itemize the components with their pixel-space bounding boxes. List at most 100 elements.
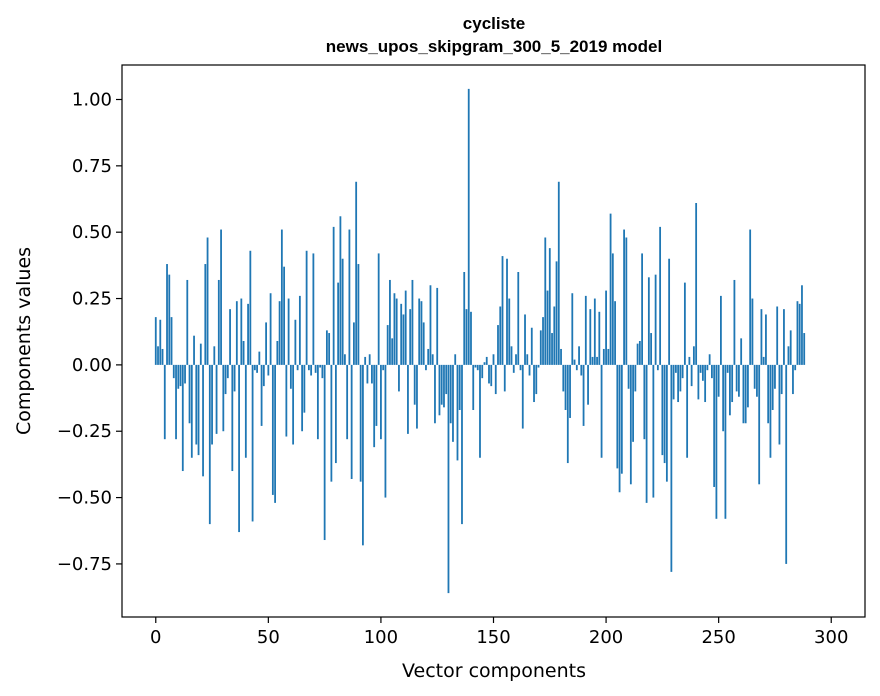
bar-180 <box>560 348 562 365</box>
bar-51 <box>269 293 272 365</box>
bar-189 <box>580 364 583 376</box>
bar-281 <box>787 346 790 365</box>
bar-246 <box>708 354 711 365</box>
bar-76 <box>325 330 328 365</box>
bar-265 <box>751 298 754 365</box>
bar-156 <box>506 258 508 365</box>
bar-49 <box>265 322 267 365</box>
bar-151 <box>494 364 497 395</box>
bar-98 <box>375 364 378 426</box>
bar-19 <box>197 364 200 456</box>
bar-227 <box>665 364 668 482</box>
bar-273 <box>769 364 772 458</box>
chart-title-line2: news_upos_skipgram_300_5_2019 model <box>326 37 662 56</box>
bar-208 <box>623 229 625 365</box>
bar-59 <box>287 298 290 365</box>
bar-30 <box>222 364 225 432</box>
bar-202 <box>609 213 612 365</box>
bar-148 <box>488 364 490 384</box>
bar-16 <box>190 364 193 458</box>
bar-15 <box>188 364 191 424</box>
bar-226 <box>663 364 666 464</box>
bar-258 <box>735 364 738 392</box>
bar-216 <box>641 253 643 365</box>
bar-249 <box>715 364 718 519</box>
bar-96 <box>371 364 373 384</box>
bar-105 <box>391 338 394 365</box>
bar-222 <box>654 274 657 365</box>
bar-57 <box>283 266 286 365</box>
bar-176 <box>551 333 553 365</box>
bar-123 <box>431 354 434 365</box>
bar-75 <box>323 364 326 541</box>
bar-33 <box>229 309 231 365</box>
bar-162 <box>519 364 522 371</box>
y-tick-label: 0.50 <box>72 222 112 243</box>
bar-221 <box>652 364 655 498</box>
bar-109 <box>400 303 403 365</box>
bar-219 <box>647 277 650 365</box>
y-tick-label: 0.75 <box>72 156 112 177</box>
bar-124 <box>434 364 436 424</box>
bar-84 <box>344 354 346 365</box>
bar-29 <box>220 229 222 365</box>
bar-113 <box>409 309 412 365</box>
bar-46 <box>258 351 261 365</box>
bar-217 <box>643 364 646 440</box>
bar-78 <box>330 364 333 482</box>
bar-88 <box>353 322 355 365</box>
bar-10 <box>177 364 180 389</box>
y-tick-label: 0.00 <box>72 355 112 376</box>
bar-224 <box>659 226 662 365</box>
bar-143 <box>476 364 479 371</box>
bar-238 <box>690 364 693 387</box>
bar-184 <box>569 364 571 418</box>
bar-135 <box>458 364 461 410</box>
bar-20 <box>199 343 202 365</box>
bar-251 <box>720 295 722 365</box>
bar-270 <box>762 356 765 365</box>
bar-250 <box>717 364 720 397</box>
bar-110 <box>402 314 405 365</box>
bar-67 <box>305 250 308 365</box>
bar-240 <box>695 203 698 365</box>
bar-1 <box>157 346 159 365</box>
bar-4 <box>163 364 166 440</box>
bar-207 <box>620 364 623 474</box>
bar-212 <box>632 364 634 442</box>
bar-127 <box>440 364 443 405</box>
y-tick-label: −0.50 <box>57 488 112 509</box>
bar-2 <box>159 319 162 365</box>
bar-12 <box>181 364 184 472</box>
bar-205 <box>616 364 619 469</box>
bar-261 <box>742 364 745 424</box>
bar-134 <box>456 364 459 461</box>
bar-9 <box>175 364 177 440</box>
bar-45 <box>256 364 258 373</box>
bar-42 <box>249 250 252 365</box>
bar-232 <box>677 364 680 403</box>
bar-55 <box>278 301 281 365</box>
bar-285 <box>796 301 799 365</box>
bar-284 <box>794 364 797 371</box>
bar-203 <box>611 253 614 365</box>
bar-64 <box>298 295 301 365</box>
bar-65 <box>301 364 304 432</box>
bar-218 <box>645 364 648 503</box>
bar-245 <box>706 364 709 371</box>
bar-197 <box>598 311 601 365</box>
bar-37 <box>238 364 240 533</box>
bar-257 <box>733 279 736 365</box>
bar-40 <box>244 364 247 458</box>
bar-165 <box>526 354 529 365</box>
bar-119 <box>422 322 425 365</box>
bar-181 <box>562 364 565 392</box>
bar-228 <box>668 258 671 365</box>
bar-48 <box>262 364 265 387</box>
bar-177 <box>553 306 556 365</box>
chart-title: cycliste news_upos_skipgram_300_5_2019 m… <box>326 14 662 56</box>
bar-66 <box>303 364 306 413</box>
bar-256 <box>731 364 734 403</box>
bar-164 <box>524 314 526 365</box>
x-axis-label: Vector components <box>402 660 586 682</box>
